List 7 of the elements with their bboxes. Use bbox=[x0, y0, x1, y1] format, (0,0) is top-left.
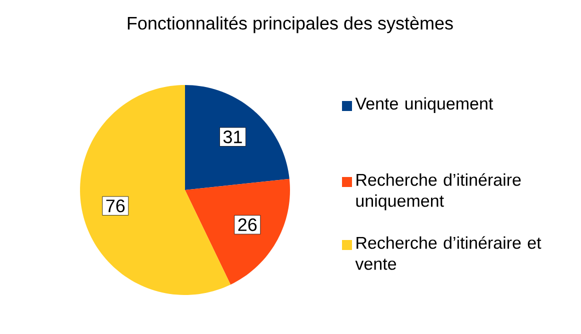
legend-label: Recherche d’itinéraire uniquement bbox=[356, 173, 521, 210]
data-label: 76 bbox=[106, 200, 125, 212]
data-label: 26 bbox=[238, 218, 257, 232]
legend-label: Vente uniquement bbox=[355, 97, 494, 114]
chart-title: Fonctionnalités principales des systèmes bbox=[128, 16, 453, 34]
data-label: 31 bbox=[223, 130, 242, 144]
legend-label: Recherche d’itinéraire et vente bbox=[355, 236, 542, 270]
